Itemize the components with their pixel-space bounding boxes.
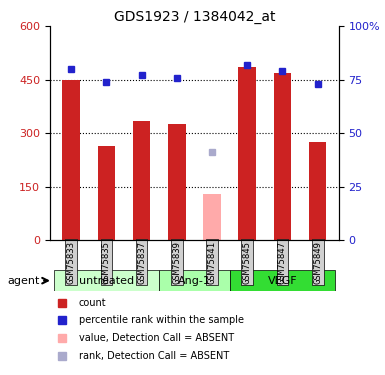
- Text: count: count: [79, 297, 107, 307]
- Bar: [62, 80, 80, 240]
- Text: Ang-1: Ang-1: [178, 276, 211, 286]
- Text: GSM75847: GSM75847: [278, 241, 287, 284]
- Bar: [133, 121, 151, 240]
- Text: VEGF: VEGF: [268, 276, 297, 286]
- Text: GSM75833: GSM75833: [67, 241, 76, 284]
- Text: untreated: untreated: [79, 276, 134, 286]
- Bar: [274, 73, 291, 240]
- Bar: [238, 67, 256, 240]
- Text: percentile rank within the sample: percentile rank within the sample: [79, 315, 244, 325]
- Text: agent: agent: [7, 276, 40, 286]
- Bar: [97, 146, 115, 240]
- Text: GSM75839: GSM75839: [172, 241, 181, 284]
- Title: GDS1923 / 1384042_at: GDS1923 / 1384042_at: [114, 10, 275, 24]
- Text: value, Detection Call = ABSENT: value, Detection Call = ABSENT: [79, 333, 234, 344]
- Text: rank, Detection Call = ABSENT: rank, Detection Call = ABSENT: [79, 351, 229, 361]
- Text: GSM75841: GSM75841: [208, 241, 216, 284]
- FancyBboxPatch shape: [229, 270, 335, 291]
- Bar: [309, 142, 326, 240]
- Bar: [168, 124, 186, 240]
- Text: GSM75849: GSM75849: [313, 241, 322, 284]
- Text: GSM75835: GSM75835: [102, 241, 111, 284]
- FancyBboxPatch shape: [159, 270, 229, 291]
- Text: GSM75837: GSM75837: [137, 241, 146, 284]
- Text: GSM75845: GSM75845: [243, 241, 252, 284]
- FancyBboxPatch shape: [54, 270, 159, 291]
- Bar: [203, 194, 221, 240]
